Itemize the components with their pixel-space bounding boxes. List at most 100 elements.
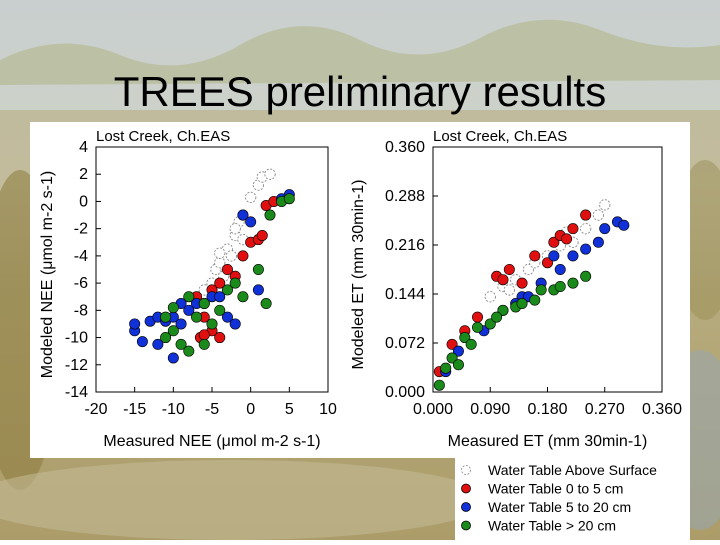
x-tick-label: 0.270 [585,401,625,418]
chart-nee: Lost Creek, Ch.EAS -20 -15 -10 -5 0 5 10 4 2 0 -2 -4… [39,128,337,450]
x-tick-label: 0.360 [642,401,682,418]
legend-items: Water Table Above Surface Water Table 0 t… [461,462,657,534]
data-point [592,236,604,248]
data-point [452,345,464,357]
x-tick-label: -20 [84,401,107,418]
data-point [229,277,241,289]
data-point [175,338,187,350]
data-point [567,223,579,235]
data-point [225,250,237,262]
series-2 [129,189,295,364]
data-point [541,257,553,269]
data-point [260,298,272,310]
data-point [503,284,515,296]
data-point [580,270,592,282]
x-tick-label: 5 [285,401,294,418]
chart-title: Lost Creek, Ch.EAS [433,128,567,145]
y-axis-label: Modeled NEE (μmol m-2 s-1) [39,171,56,379]
data-point [580,243,592,255]
data-point [214,291,226,303]
data-point [567,277,579,289]
y-tick-label: -14 [65,384,88,401]
legend-marker [461,502,471,512]
data-point [252,284,264,296]
data-point [599,223,611,235]
data-point [264,168,276,180]
data-point [484,318,496,330]
data-point [283,193,295,205]
data-point [237,250,249,262]
scatter-charts: Lost Creek, Ch.EAS -20 -15 -10 -5 0 5 10 4 2 0 -2 -4… [39,128,682,450]
data-point [491,311,503,323]
data-point [472,311,484,323]
data-point [191,311,203,323]
data-point [229,318,241,330]
data-point [497,304,509,316]
legend-label: Water Table 0 to 5 cm [488,481,623,497]
legend-label: Water Table 5 to 20 cm [488,499,631,515]
legend-marker [461,520,471,531]
chart-title: Lost Creek, Ch.EAS [96,128,230,145]
x-tick-label: -10 [162,401,185,418]
data-point [503,264,515,276]
data-point [221,284,233,296]
data-point [160,332,172,344]
series-3 [160,193,295,357]
data-point [252,264,264,276]
data-point [516,277,528,289]
data-point [497,274,509,286]
y-tick-label: -2 [74,221,88,238]
data-point [183,345,195,357]
y-tick-label: 0.144 [385,286,425,303]
data-point [452,359,464,371]
y-tick-label: 0.360 [385,139,425,156]
chart-et: Lost Creek, Ch.EAS 0.000 0.090 0.180 0.270 0.… [350,128,682,450]
data-point [516,298,528,310]
data-point [580,223,592,235]
data-point [484,291,496,303]
legend-label: Water Table Above Surface [488,462,657,478]
data-point [129,318,141,330]
x-tick-label: 0.000 [413,401,453,418]
data-point [167,352,179,364]
x-tick-label: -5 [205,401,219,418]
data-point [183,304,195,316]
data-point [229,223,241,235]
series-1 [433,209,592,378]
data-point [567,250,579,262]
data-point [529,294,541,306]
data-point [152,338,164,350]
data-point [245,191,257,204]
data-point [214,277,226,289]
data-point [446,352,458,364]
data-point [221,311,233,323]
data-point [618,219,630,231]
y-tick-label: -12 [65,357,88,374]
data-point [264,209,276,221]
data-point [198,329,210,341]
data-point [440,362,452,374]
data-point [167,302,179,314]
x-tick-label: 0.090 [470,401,510,418]
y-tick-label: 0.216 [385,237,425,254]
data-point [214,257,226,269]
y-tick-label: -10 [65,330,88,347]
data-point [245,216,257,228]
data-point [175,318,187,330]
data-point [446,338,458,350]
slide-title: TREES preliminary results [113,68,607,115]
data-point [256,229,268,241]
data-point [160,311,172,323]
data-point [433,379,445,391]
data-point [561,233,573,245]
series-3 [433,270,592,391]
data-point [548,236,560,248]
data-point [221,264,233,276]
data-point [214,247,226,259]
y-tick-label: -4 [74,248,88,265]
data-point [237,209,249,221]
data-point [548,250,560,262]
data-point [554,264,566,276]
y-tick-label: 0.000 [385,384,425,401]
y-tick-label: -8 [74,302,88,319]
